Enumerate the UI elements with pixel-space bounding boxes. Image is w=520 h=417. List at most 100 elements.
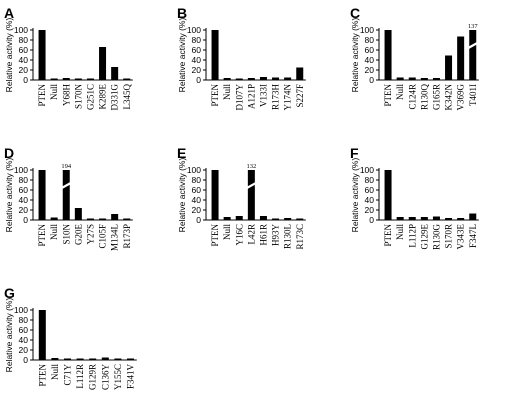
category-label: S10N (61, 224, 71, 245)
y-tick-label: 40 (365, 55, 375, 65)
bar-h61r (259, 216, 267, 220)
bar-h93y (272, 218, 280, 220)
bar-c71y (64, 358, 71, 360)
y-tick-label: 100 (360, 165, 374, 175)
bar-v343e (457, 218, 465, 220)
bar-s170r (445, 218, 453, 220)
bar-f347l (469, 213, 477, 220)
bar-l112r (76, 358, 84, 360)
category-label: Null (222, 224, 232, 241)
panel-letter: A (4, 5, 14, 21)
y-axis-label: Relative activity (%) (350, 18, 360, 93)
category-label: Null (222, 84, 232, 101)
category-label: K289E (98, 84, 108, 110)
category-label: F341V (126, 364, 136, 390)
bar-pten (38, 170, 46, 220)
category-label: H61R (258, 224, 268, 246)
axis-break-mark (467, 42, 478, 49)
y-tick-label: 0 (196, 75, 201, 85)
value-label: 194 (61, 163, 72, 170)
bar-y68h (62, 78, 70, 80)
bar-l112p (408, 217, 416, 220)
category-label: S227F (295, 84, 305, 108)
y-axis-label: Relative activity (%) (4, 298, 14, 373)
category-label: C124R (407, 84, 417, 110)
category-label: R173H (271, 84, 281, 111)
category-label: PTEN (37, 363, 47, 386)
bar-l345q (123, 78, 131, 80)
category-label: Null (49, 224, 59, 241)
category-label: Null (395, 84, 405, 101)
y-tick-label: 0 (369, 75, 374, 85)
bar-y155c (114, 358, 122, 360)
y-tick-label: 80 (365, 35, 375, 45)
y-tick-label: 60 (19, 185, 29, 195)
y-tick-label: 0 (23, 355, 28, 365)
category-label: Null (50, 364, 60, 381)
category-label: G20E (73, 224, 83, 245)
y-tick-label: 20 (19, 65, 29, 75)
y-tick-label: 60 (19, 325, 29, 335)
bar-pten (38, 310, 46, 360)
y-tick-label: 0 (196, 215, 201, 225)
y-tick-label: 100 (14, 25, 28, 35)
y-tick-label: 0 (23, 215, 28, 225)
bar-d107y (235, 78, 243, 80)
panel-letter: B (177, 5, 187, 21)
category-label: PTEN (383, 223, 393, 246)
panel-letter: G (4, 285, 15, 301)
bar-v133i (259, 77, 267, 80)
category-label: PTEN (37, 223, 47, 246)
y-tick-label: 100 (187, 25, 201, 35)
bar-c124r (408, 77, 416, 80)
category-label: R130Q (419, 84, 429, 111)
category-label: Y155C (113, 364, 123, 390)
y-tick-label: 100 (187, 165, 201, 175)
category-label: R130G (431, 224, 441, 251)
bar-t401i (469, 30, 477, 80)
bar-null (51, 358, 59, 360)
bar-k289e (99, 47, 107, 80)
bar-y27s (86, 218, 94, 220)
bar-m134l (111, 214, 119, 220)
bar-a121p (247, 78, 255, 80)
y-tick-label: 0 (23, 75, 28, 85)
bar-g129e (420, 217, 428, 220)
category-label: Null (395, 224, 405, 241)
category-label: T401I (468, 84, 478, 106)
y-tick-label: 80 (192, 35, 202, 45)
category-label: R173C (295, 224, 305, 250)
y-tick-label: 20 (365, 65, 375, 75)
y-tick-label: 20 (192, 205, 202, 215)
category-label: D331G (110, 84, 120, 111)
value-label: 132 (246, 163, 256, 170)
category-label: Y27S (85, 224, 95, 245)
y-tick-label: 80 (19, 175, 29, 185)
axis-break-mark (61, 182, 72, 189)
category-label: PTEN (210, 83, 220, 106)
y-tick-label: 80 (19, 35, 29, 45)
y-tick-label: 40 (365, 195, 375, 205)
bar-s170n (74, 78, 82, 80)
y-axis-label: Relative activity (%) (177, 158, 187, 233)
bar-r173p (123, 218, 131, 220)
category-label: L345Q (122, 84, 132, 110)
panel-letter: C (350, 5, 360, 21)
y-tick-label: 100 (360, 25, 374, 35)
bar-null (396, 217, 404, 220)
bar-s10n (62, 170, 70, 220)
y-tick-label: 20 (19, 345, 29, 355)
y-tick-label: 20 (19, 205, 29, 215)
y-tick-label: 60 (192, 185, 202, 195)
bar-null (50, 217, 58, 220)
category-label: L112R (75, 364, 85, 389)
y-tick-label: 60 (19, 45, 29, 55)
bar-g20e (74, 208, 82, 220)
category-label: G251C (85, 84, 95, 110)
bar-r173h (272, 77, 280, 80)
bar-y16c (235, 216, 243, 220)
category-label: L42R (246, 224, 256, 245)
